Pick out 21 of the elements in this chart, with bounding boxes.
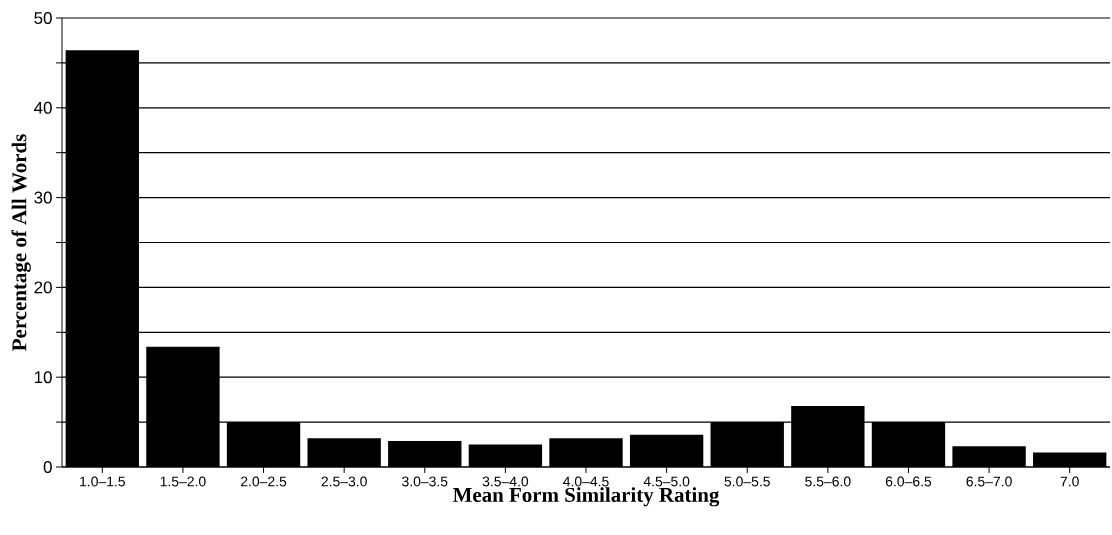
- x-tick-label: 6.0–6.5: [885, 476, 932, 487]
- x-tick-label: 3.0–3.5: [402, 476, 448, 487]
- x-tick-label: 3.5–4.0: [482, 476, 529, 487]
- y-tick-label: 30: [34, 191, 52, 204]
- y-tick-label: 0: [43, 460, 52, 473]
- x-tick-label: 2.5–3.0: [321, 476, 367, 487]
- x-tick-label: 1.0–1.5: [80, 476, 125, 487]
- x-tick-label: 6.5–7.0: [966, 476, 1012, 487]
- x-tick-label: 4.0–4.5: [563, 476, 609, 487]
- y-tick-label: 20: [34, 281, 52, 294]
- x-tick-label: 5.5–6.0: [805, 476, 851, 487]
- x-tick-label: 7.0: [1060, 476, 1079, 487]
- x-tick-label: 2.0–2.5: [240, 476, 287, 487]
- x-tick-label: 4.5–5.0: [643, 476, 690, 487]
- x-tick-label: 5.0–5.5: [724, 476, 770, 487]
- y-tick-label: 50: [34, 11, 52, 24]
- x-tick-label: 1.5–2.0: [160, 476, 206, 487]
- y-tick-label: 40: [34, 101, 52, 114]
- y-tick-label: 10: [34, 371, 52, 384]
- y-axis-title: Percentage of All Words: [11, 134, 31, 351]
- x-axis-title: Mean Form Similarity Rating: [453, 487, 720, 507]
